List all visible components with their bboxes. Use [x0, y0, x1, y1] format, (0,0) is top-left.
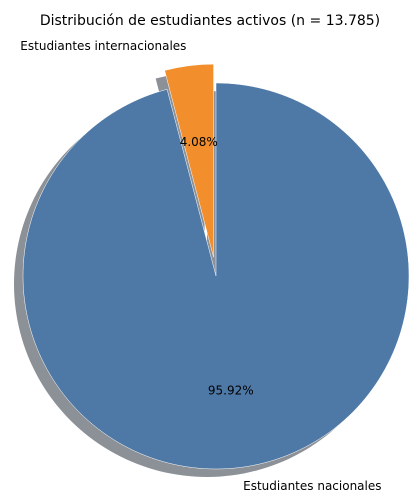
pie-slices: [22, 63, 410, 470]
chart-title: Distribución de estudiantes activos (n =…: [40, 13, 380, 29]
pie-labels: Estudiantes nacionales 95.92% Estudiantes …: [20, 39, 381, 493]
slice-pct-estudiantes-nacionales: 95.92%: [208, 383, 254, 397]
pie-slice-estudiantes-internacionales: [164, 63, 214, 258]
pie-slice-estudiantes-nacionales: [22, 82, 410, 470]
slice-label-estudiantes-nacionales: Estudiantes nacionales: [243, 479, 381, 493]
slice-label-estudiantes-internacionales: Estudiantes internacionales: [20, 39, 186, 53]
slice-pct-estudiantes-internacionales: 4.08%: [180, 135, 218, 149]
